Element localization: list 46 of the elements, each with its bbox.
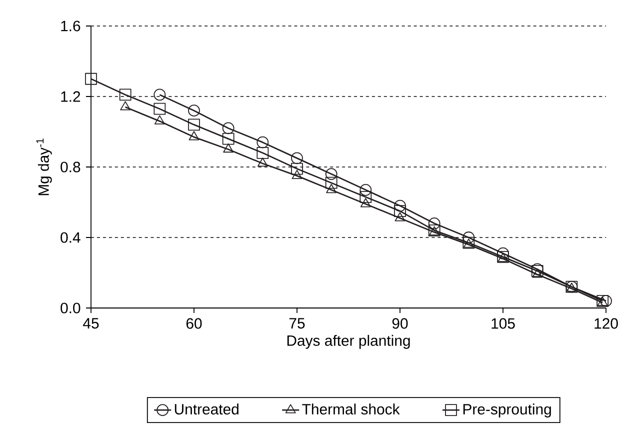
point <box>120 101 131 110</box>
point <box>428 217 440 230</box>
point <box>326 184 337 194</box>
point <box>325 176 338 189</box>
x-tick-label: 75 <box>289 318 305 329</box>
point <box>154 88 166 101</box>
legend-label: Thermal shock <box>302 404 400 415</box>
y-tick-label: 0.0 <box>60 302 80 314</box>
y-axis-title: Mg day$^{-1}$ <box>36 138 52 196</box>
point <box>360 184 372 196</box>
point <box>256 146 269 159</box>
point <box>154 102 166 115</box>
point <box>394 212 406 222</box>
point <box>532 268 543 278</box>
x-tick-label: 60 <box>186 318 202 329</box>
point <box>462 232 475 244</box>
point <box>223 143 234 153</box>
x-tick-label: 90 <box>392 318 408 329</box>
point <box>291 152 303 164</box>
legend-label: Untreated <box>174 404 238 415</box>
point <box>325 168 338 180</box>
point <box>222 132 234 145</box>
point <box>188 131 200 140</box>
y-tick-label: 1.6 <box>61 20 80 32</box>
point <box>292 170 302 180</box>
point <box>154 115 165 124</box>
point <box>360 198 371 208</box>
y-tick-label: 1.2 <box>61 91 80 102</box>
point <box>600 295 612 307</box>
point <box>222 122 234 134</box>
point <box>291 162 303 175</box>
x-tick-label: 45 <box>83 318 99 329</box>
y-tick-label: 0.4 <box>60 232 80 243</box>
legend-label: Pre-sprouting <box>463 404 551 418</box>
y-tick-label: 0.8 <box>60 162 80 172</box>
x-tick-label: 120 <box>594 318 618 329</box>
point <box>85 72 97 85</box>
point <box>257 158 268 167</box>
point <box>256 136 269 148</box>
point <box>360 191 372 203</box>
point <box>188 104 200 117</box>
x-axis-title: Days after planting <box>287 334 410 349</box>
point <box>394 200 406 212</box>
point <box>188 118 200 131</box>
point <box>119 88 132 101</box>
x-tick-label: 105 <box>492 318 515 329</box>
